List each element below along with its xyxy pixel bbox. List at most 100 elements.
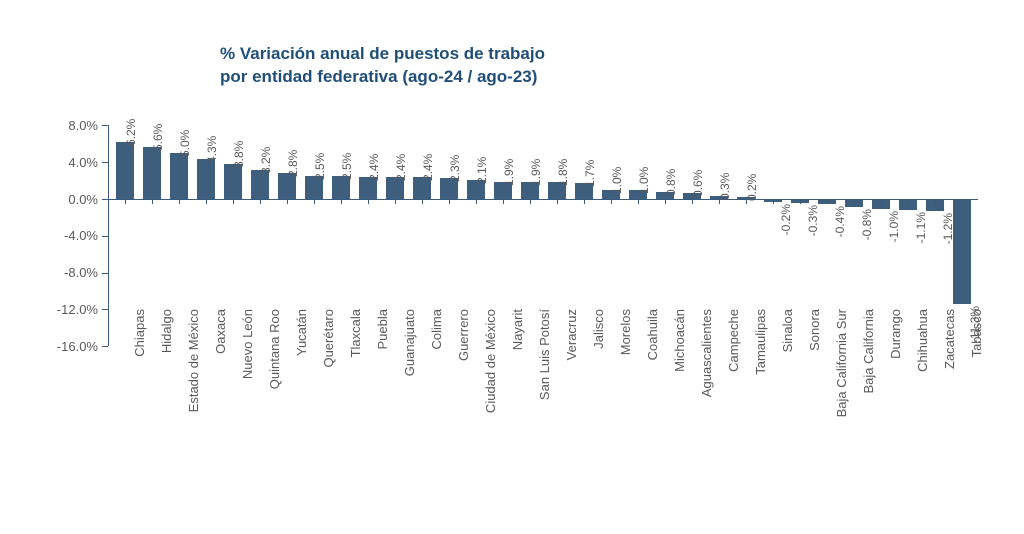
x-tick: [287, 199, 288, 204]
bar-value-label: 2.4%: [421, 154, 435, 181]
bar-value-label: 1.0%: [637, 166, 651, 193]
category-label: Sinaloa: [780, 309, 795, 352]
category-label: Guerrero: [456, 309, 471, 361]
bar-value-label: 2.1%: [475, 156, 489, 183]
bar-value-label: 2.3%: [448, 154, 462, 181]
category-label: Michoacán: [672, 309, 687, 372]
bar-value-label: -0.3%: [806, 205, 820, 236]
bar-value-label: 0.6%: [691, 170, 705, 197]
bar-value-label: -1.1%: [914, 212, 928, 243]
category-label: Campeche: [726, 309, 741, 372]
x-tick: [800, 199, 801, 204]
chart-container: % Variación anual de puestos de trabajop…: [0, 0, 1024, 534]
y-tick: [102, 309, 108, 310]
bar-value-label: 5.6%: [151, 124, 165, 151]
y-tick-label: -4.0%: [0, 228, 98, 243]
x-tick: [341, 199, 342, 204]
x-tick: [962, 199, 963, 204]
category-label: Estado de México: [186, 309, 201, 412]
bar-value-label: 1.0%: [610, 166, 624, 193]
y-tick-label: 4.0%: [0, 155, 98, 170]
category-label: Tamaulipas: [753, 309, 768, 375]
bar-value-label: 0.2%: [745, 174, 759, 201]
category-label: Sonora: [807, 309, 822, 351]
bar-value-label: -1.0%: [887, 211, 901, 242]
bar-value-label: -0.2%: [779, 204, 793, 235]
x-tick: [611, 199, 612, 204]
x-tick: [152, 199, 153, 204]
y-tick-label: -12.0%: [0, 302, 98, 317]
x-tick: [422, 199, 423, 204]
category-label: Aguascalientes: [699, 309, 714, 397]
bar: [143, 147, 161, 199]
category-label: Puebla: [375, 309, 390, 349]
bar: [197, 159, 215, 199]
y-tick: [102, 162, 108, 163]
x-tick: [692, 199, 693, 204]
bar-value-label: 1.8%: [556, 159, 570, 186]
x-tick: [179, 199, 180, 204]
bar-value-label: 5.0%: [178, 130, 192, 157]
x-tick: [530, 199, 531, 204]
x-tick: [206, 199, 207, 204]
x-tick: [584, 199, 585, 204]
category-label: Hidalgo: [159, 309, 174, 353]
category-label: Chihuahua: [915, 309, 930, 372]
y-tick-label: -16.0%: [0, 339, 98, 354]
category-label: Colima: [429, 309, 444, 349]
x-tick: [368, 199, 369, 204]
x-tick: [935, 199, 936, 204]
x-tick: [476, 199, 477, 204]
x-tick: [314, 199, 315, 204]
category-label: Chiapas: [132, 309, 147, 357]
category-label: Guanajuato: [402, 309, 417, 376]
category-label: Nuevo León: [240, 309, 255, 379]
category-label: Nayarit: [510, 309, 525, 350]
category-label: Veracruz: [564, 309, 579, 360]
category-label: Oaxaca: [213, 309, 228, 354]
bar-value-label: 2.5%: [340, 153, 354, 180]
bar: [170, 153, 188, 199]
x-tick: [233, 199, 234, 204]
y-tick: [102, 346, 108, 347]
category-label: Querétaro: [321, 309, 336, 368]
category-label: Baja California: [861, 309, 876, 394]
bar-value-label: 1.7%: [583, 160, 597, 187]
x-tick: [881, 199, 882, 204]
category-label: Ciudad de México: [483, 309, 498, 413]
x-tick: [773, 199, 774, 204]
category-label: Durango: [888, 309, 903, 359]
category-label: Jalisco: [591, 309, 606, 349]
chart-title-line-1: % Variación anual de puestos de trabajo: [220, 44, 545, 64]
bar: [278, 173, 296, 199]
bar-value-label: 4.3%: [205, 136, 219, 163]
bar-value-label: 0.3%: [718, 173, 732, 200]
bar: [953, 200, 971, 304]
x-tick: [503, 199, 504, 204]
bar-value-label: 6.2%: [124, 119, 138, 146]
category-label: Baja California Sur: [834, 309, 849, 417]
bar-value-label: 2.4%: [394, 154, 408, 181]
bar-value-label: -0.8%: [860, 209, 874, 240]
bar-value-label: 2.8%: [286, 150, 300, 177]
bar-value-label: 2.5%: [313, 153, 327, 180]
category-label: Zacatecas: [942, 309, 957, 369]
category-label: Morelos: [618, 309, 633, 355]
x-tick: [854, 199, 855, 204]
bar-value-label: 3.2%: [259, 146, 273, 173]
x-tick: [260, 199, 261, 204]
x-tick: [827, 199, 828, 204]
x-tick: [908, 199, 909, 204]
category-label: Yucatán: [294, 309, 309, 356]
y-tick: [102, 236, 108, 237]
x-tick: [638, 199, 639, 204]
y-tick: [102, 125, 108, 126]
bar: [224, 164, 242, 199]
y-axis: [108, 125, 109, 346]
category-label: Quintana Roo: [267, 309, 282, 389]
y-tick-label: -8.0%: [0, 265, 98, 280]
category-label: Tlaxcala: [348, 309, 363, 357]
category-label: San Luis Potosí: [537, 309, 552, 400]
category-label: Coahuila: [645, 309, 660, 360]
x-tick: [557, 199, 558, 204]
